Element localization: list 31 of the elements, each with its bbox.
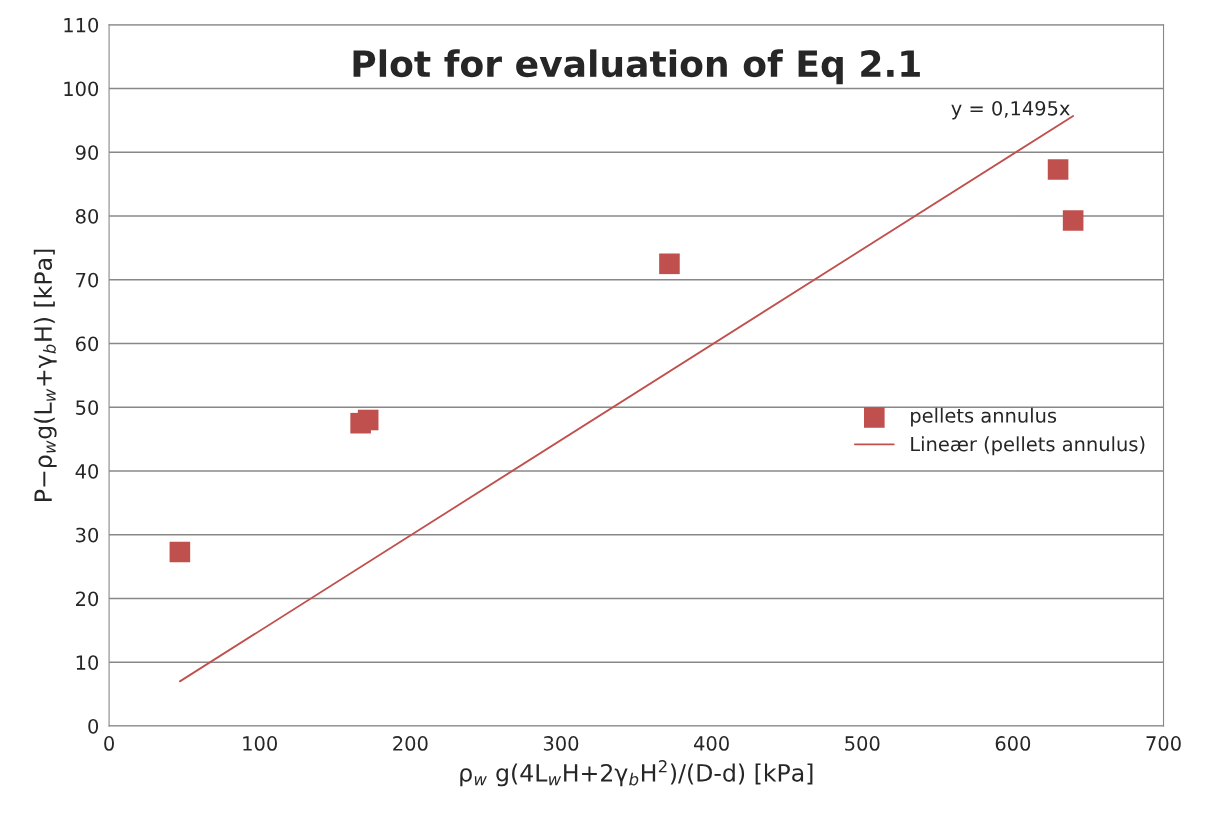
y-tick-label: 10: [76, 655, 99, 670]
point: [1047, 159, 1069, 180]
y-tick-label: 50: [76, 400, 99, 415]
y-tick-label: 70: [76, 272, 99, 288]
x-tick-label: 700: [1146, 736, 1181, 751]
x-tick-label: 400: [694, 736, 729, 751]
point: [1062, 210, 1084, 231]
y-tick-label: 90: [75, 145, 99, 160]
x-tick-label: 600: [995, 736, 1031, 751]
y-tick-label: 20: [76, 591, 99, 607]
y-tick-label: 30: [76, 527, 99, 543]
text: Plot for evaluation of Eq 2.1: [353, 49, 920, 85]
y-tick-label: 60: [75, 336, 99, 352]
annotation: y = 0,1495x: [951, 100, 1070, 120]
legend-label: Lineær (pellets annulus): [911, 436, 1145, 456]
x-tick-label: 0: [104, 736, 114, 751]
text: ρ$_{w}$ g(4L$_{w}$H+2γ$_{b}$H$^{2}$)/(D-d) [kPa]: [460, 760, 813, 787]
y-tick-label: 0: [88, 718, 99, 734]
x-tick-label: 200: [393, 736, 428, 751]
y-axis-title: P−ρ$_{w}$g(L$_{w}$+γ$_{b}$H) [kPa]: [33, 249, 57, 501]
x-tick-label: 100: [243, 736, 277, 751]
legend-label: pellets annulus: [911, 407, 1057, 427]
y-tick-label: 40: [75, 463, 99, 479]
point: [659, 253, 680, 275]
x-tick-label: 300: [543, 736, 579, 751]
point: [357, 409, 379, 431]
y-tick-label: 100: [64, 81, 99, 97]
y-tick-label: 110: [64, 17, 99, 33]
y-tick-label: 80: [75, 208, 99, 224]
point: [169, 541, 191, 563]
x-tick-label: 500: [845, 736, 880, 751]
